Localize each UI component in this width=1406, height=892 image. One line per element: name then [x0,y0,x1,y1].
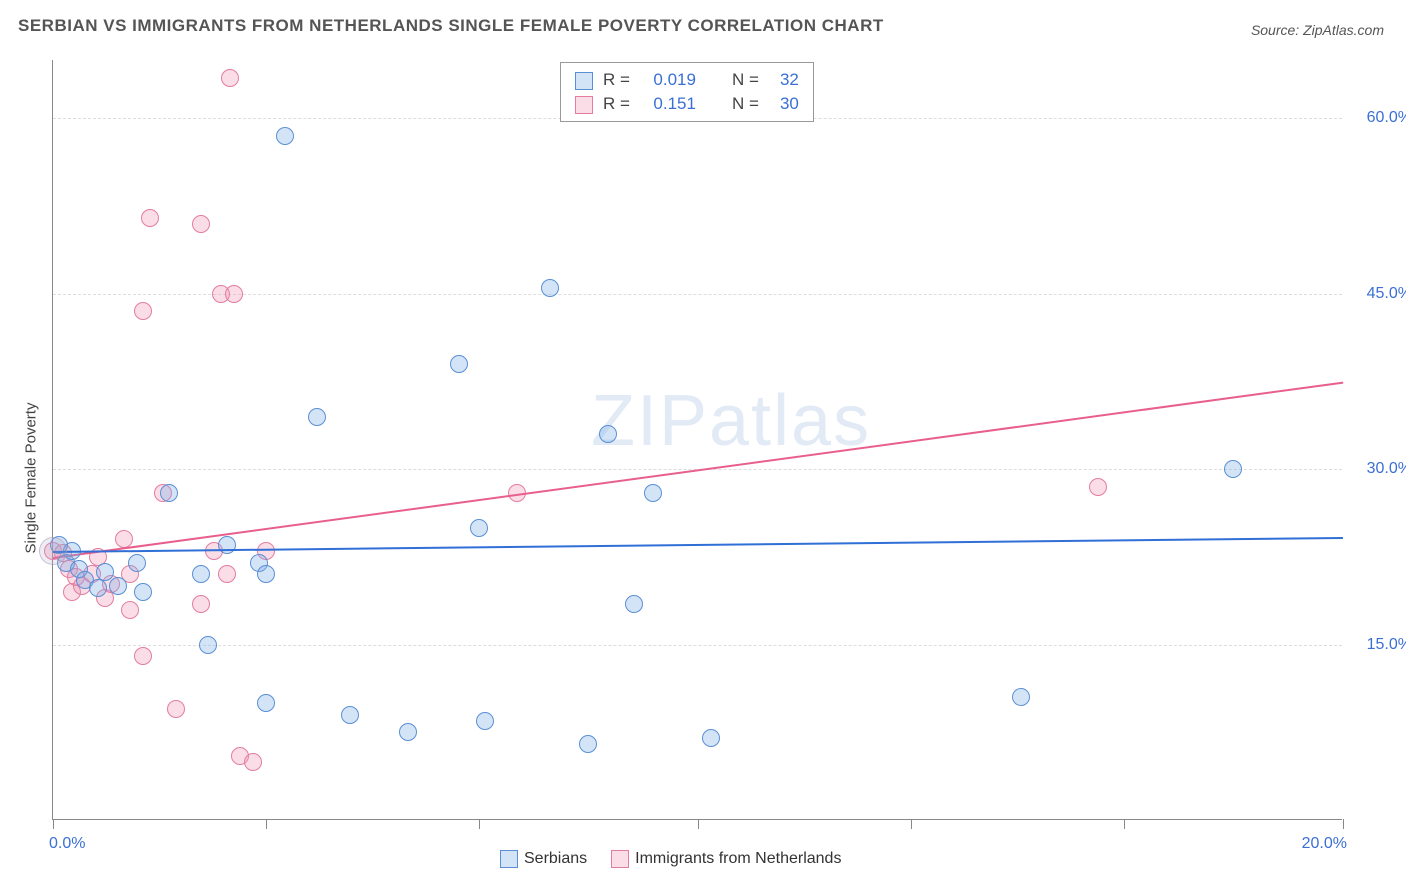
legend-r-value: 0.019 [636,69,700,91]
plot-area: ZIPatlas Single Female Poverty 15.0%30.0… [52,60,1342,820]
data-point-blue [134,583,152,601]
legend-r-label: R = [599,93,634,115]
trendline-blue [53,537,1343,553]
watermark: ZIPatlas [591,380,871,462]
origin-cluster-marker [39,537,67,565]
data-point-blue [160,484,178,502]
legend-swatch [575,96,593,114]
data-point-blue [579,735,597,753]
series-legend-item: Immigrants from Netherlands [611,850,841,868]
legend-row: R =0.151 N =30 [571,93,803,115]
series-legend: Serbians Immigrants from Netherlands [500,850,865,873]
data-point-blue [1012,688,1030,706]
data-point-pink [221,69,239,87]
data-point-blue [599,425,617,443]
legend-swatch [500,850,518,868]
x-tick [266,819,267,829]
series-legend-item: Serbians [500,850,587,868]
data-point-blue [276,127,294,145]
data-point-blue [341,706,359,724]
data-point-blue [1224,460,1242,478]
legend-swatch [575,72,593,90]
data-point-blue [625,595,643,613]
gridline [53,645,1342,646]
y-axis-title: Single Female Poverty [23,403,40,554]
chart-title: SERBIAN VS IMMIGRANTS FROM NETHERLANDS S… [18,16,884,36]
data-point-blue [192,565,210,583]
data-point-pink [218,565,236,583]
data-point-blue [257,694,275,712]
y-tick-label: 45.0% [1352,285,1406,303]
data-point-blue [399,723,417,741]
data-point-blue [199,636,217,654]
y-tick-label: 60.0% [1352,109,1406,127]
data-point-blue [476,712,494,730]
data-point-blue [541,279,559,297]
data-point-blue [109,577,127,595]
data-point-blue [470,519,488,537]
legend-r-value: 0.151 [636,93,700,115]
legend-n-label: N = [728,69,763,91]
data-point-blue [644,484,662,502]
x-tick [1124,819,1125,829]
data-point-pink [121,601,139,619]
x-tick [479,819,480,829]
x-tick [1343,819,1344,829]
legend-row: R =0.019 N =32 [571,69,803,91]
legend-n-value: 32 [765,69,803,91]
legend-r-label: R = [599,69,634,91]
gridline [53,294,1342,295]
data-point-pink [134,647,152,665]
x-tick [698,819,699,829]
series-legend-label: Serbians [524,850,587,868]
x-tick-label: 20.0% [1302,835,1347,853]
trendline-pink [53,382,1343,559]
data-point-blue [218,536,236,554]
data-point-pink [1089,478,1107,496]
legend-n-label: N = [728,93,763,115]
data-point-pink [141,209,159,227]
data-point-pink [192,595,210,613]
x-tick-label: 0.0% [49,835,85,853]
legend-n-value: 30 [765,93,803,115]
y-tick-label: 30.0% [1352,460,1406,478]
data-point-pink [244,753,262,771]
data-point-blue [450,355,468,373]
series-legend-label: Immigrants from Netherlands [635,850,841,868]
data-point-blue [702,729,720,747]
data-point-blue [308,408,326,426]
source-attribution: Source: ZipAtlas.com [1251,22,1384,38]
y-tick-label: 15.0% [1352,636,1406,654]
data-point-pink [225,285,243,303]
data-point-pink [134,302,152,320]
legend-swatch [611,850,629,868]
data-point-blue [128,554,146,572]
data-point-blue [89,579,107,597]
correlation-legend: R =0.019 N =32 R =0.151 N =30 [560,62,814,122]
x-tick [53,819,54,829]
data-point-blue [257,565,275,583]
data-point-pink [192,215,210,233]
data-point-pink [167,700,185,718]
x-tick [911,819,912,829]
